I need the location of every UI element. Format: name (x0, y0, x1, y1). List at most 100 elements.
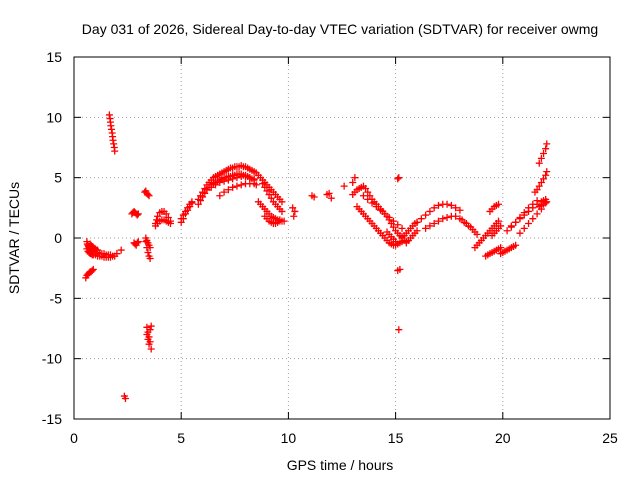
data-point (426, 207, 434, 215)
data-point (144, 191, 152, 199)
y-tick-label: 10 (46, 109, 62, 125)
data-point (144, 335, 152, 343)
data-point (267, 194, 275, 202)
data-point (325, 189, 333, 197)
data-point (452, 204, 460, 212)
data-point (540, 175, 548, 183)
data-point (430, 220, 438, 228)
data-point (276, 217, 284, 225)
data-point (516, 229, 524, 237)
data-point (503, 227, 511, 235)
data-point (327, 194, 335, 202)
data-point (362, 185, 370, 193)
x-tick-label: 5 (177, 430, 185, 446)
data-point (529, 204, 537, 212)
x-axis-label: GPS time / hours (287, 457, 394, 473)
data-point (263, 187, 271, 195)
y-tick-label: -10 (42, 351, 62, 367)
data-point (439, 215, 447, 223)
chart-title: Day 031 of 2026, Sidereal Day-to-day VTE… (82, 21, 598, 37)
data-point (529, 215, 537, 223)
data-point (117, 246, 125, 254)
data-point (497, 244, 505, 252)
data-point (199, 188, 207, 196)
data-point (121, 394, 129, 402)
data-point (349, 178, 357, 186)
data-point (392, 238, 400, 246)
data-point (233, 174, 241, 182)
grid-lines (74, 57, 610, 419)
data-point (443, 200, 451, 208)
data-point (143, 331, 151, 339)
data-point (166, 220, 174, 228)
data-point (537, 178, 545, 186)
data-point (533, 186, 541, 194)
data-point (246, 174, 254, 182)
data-point (394, 221, 402, 229)
data-point (512, 241, 520, 249)
data-point (145, 340, 153, 348)
y-tick-label: 5 (54, 170, 62, 186)
data-point (497, 222, 505, 230)
data-points (82, 111, 551, 402)
data-point (507, 222, 515, 230)
axis-ticks: 0 5 10 15 20 25 -15 -10 -5 0 5 10 15 (42, 49, 618, 446)
data-point (359, 192, 367, 200)
data-point (261, 183, 269, 191)
data-point (372, 203, 380, 211)
data-point (394, 267, 402, 275)
data-point (443, 213, 451, 221)
data-point (543, 168, 551, 176)
data-point (542, 171, 550, 179)
data-point (389, 217, 397, 225)
data-point (364, 195, 372, 203)
data-point (88, 267, 96, 275)
data-point (224, 186, 232, 194)
data-point (106, 251, 114, 259)
data-point (207, 183, 215, 191)
data-point (535, 159, 543, 167)
data-point (495, 200, 503, 208)
x-tick-label: 15 (388, 430, 404, 446)
data-point (134, 238, 142, 246)
data-point (179, 211, 187, 219)
data-point (184, 204, 192, 212)
data-point (146, 326, 154, 334)
data-point (413, 227, 421, 235)
data-point (351, 174, 359, 182)
data-point (434, 201, 442, 209)
data-point (340, 182, 348, 190)
data-point (543, 140, 551, 148)
data-point (290, 212, 298, 220)
data-point (252, 181, 260, 189)
data-point (162, 210, 170, 218)
data-point (265, 191, 273, 199)
data-point (398, 224, 406, 232)
data-point (113, 250, 121, 258)
data-point (512, 218, 520, 226)
data-point (364, 188, 372, 196)
data-point (533, 210, 541, 218)
y-axis-label: SDTVAR / TECUs (6, 182, 22, 294)
data-point (381, 210, 389, 218)
data-point (188, 198, 196, 206)
data-point (229, 175, 237, 183)
data-point (456, 206, 464, 214)
data-point (422, 224, 430, 232)
data-point (177, 215, 185, 223)
data-point (237, 181, 245, 189)
data-point (242, 172, 250, 180)
data-point (377, 206, 385, 214)
data-point (413, 218, 421, 226)
data-point (224, 176, 232, 184)
data-point (452, 212, 460, 220)
data-point (520, 211, 528, 219)
data-point (278, 198, 286, 206)
data-point (389, 223, 397, 231)
data-point (144, 248, 152, 256)
data-point (525, 220, 533, 228)
data-point (385, 213, 393, 221)
y-tick-label: 15 (46, 49, 62, 65)
y-tick-label: -15 (42, 411, 62, 427)
